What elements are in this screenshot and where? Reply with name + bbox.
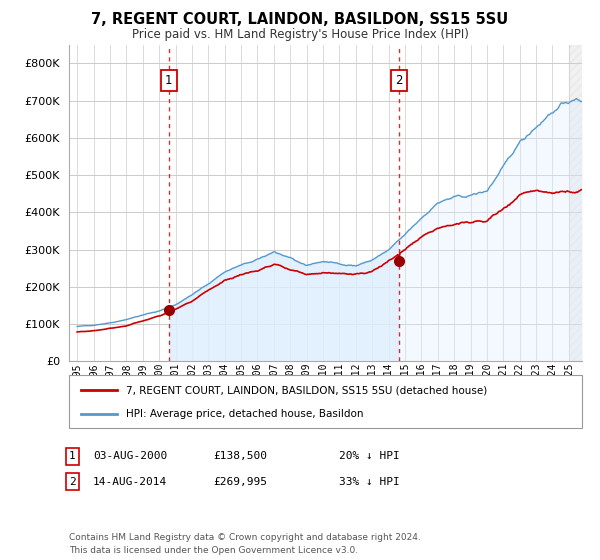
- Text: Price paid vs. HM Land Registry's House Price Index (HPI): Price paid vs. HM Land Registry's House …: [131, 28, 469, 41]
- Text: Contains HM Land Registry data © Crown copyright and database right 2024.
This d: Contains HM Land Registry data © Crown c…: [69, 533, 421, 554]
- Text: 1: 1: [69, 451, 76, 461]
- Text: 14-AUG-2014: 14-AUG-2014: [93, 477, 167, 487]
- Text: 7, REGENT COURT, LAINDON, BASILDON, SS15 5SU: 7, REGENT COURT, LAINDON, BASILDON, SS15…: [91, 12, 509, 27]
- Text: 03-AUG-2000: 03-AUG-2000: [93, 451, 167, 461]
- Text: 2: 2: [395, 74, 403, 87]
- Text: 33% ↓ HPI: 33% ↓ HPI: [339, 477, 400, 487]
- Text: 7, REGENT COURT, LAINDON, BASILDON, SS15 5SU (detached house): 7, REGENT COURT, LAINDON, BASILDON, SS15…: [126, 385, 487, 395]
- Text: £269,995: £269,995: [213, 477, 267, 487]
- Text: 2: 2: [69, 477, 76, 487]
- Text: £138,500: £138,500: [213, 451, 267, 461]
- Text: HPI: Average price, detached house, Basildon: HPI: Average price, detached house, Basi…: [126, 408, 364, 418]
- Text: 1: 1: [165, 74, 172, 87]
- Text: 20% ↓ HPI: 20% ↓ HPI: [339, 451, 400, 461]
